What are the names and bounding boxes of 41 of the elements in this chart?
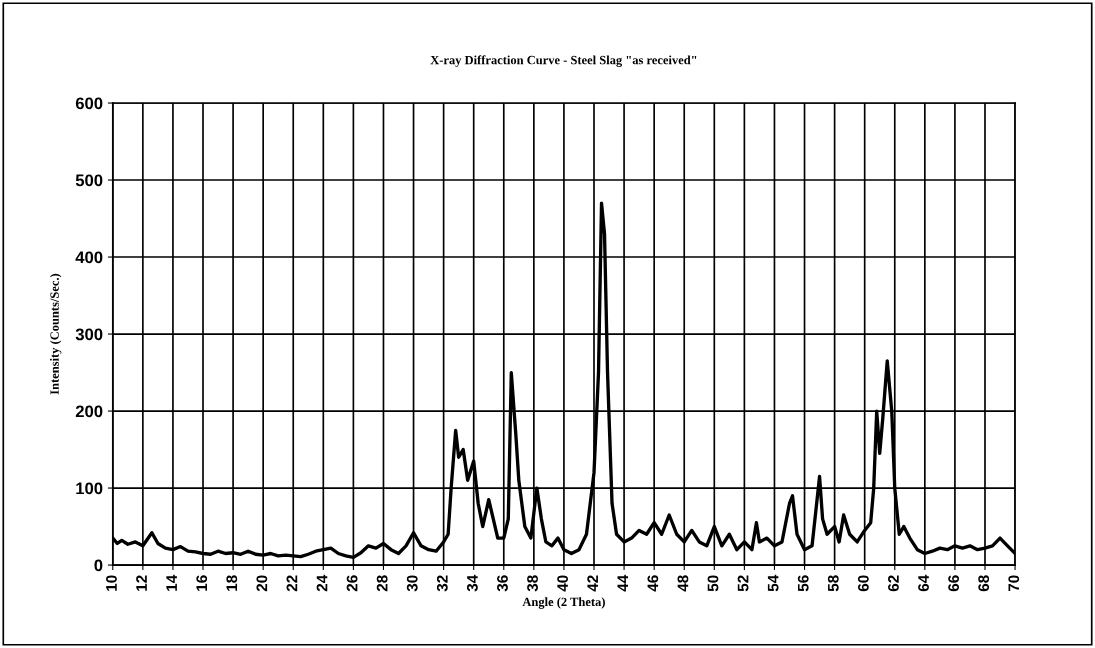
x-tick-label: 42 <box>587 575 598 592</box>
x-tick-label: 52 <box>737 575 749 592</box>
x-tick-label: 16 <box>196 575 208 591</box>
x-tick-label: 68 <box>978 575 990 592</box>
y-tick-label: 600 <box>75 97 103 110</box>
x-tick-label: 56 <box>797 575 809 592</box>
y-tick-label: 200 <box>75 405 103 418</box>
x-tick-label: 20 <box>256 575 268 592</box>
x-tick-label: 54 <box>767 574 779 592</box>
x-tick-label: 70 <box>1008 575 1020 592</box>
x-tick-label: 34 <box>466 574 478 592</box>
x-tick-label: 14 <box>166 574 177 591</box>
x-tick-label: 10 <box>106 575 117 591</box>
x-tick-label: 64 <box>918 574 929 592</box>
x-axis-title: Angle (2 Theta) <box>522 597 605 609</box>
x-tick-label: 22 <box>286 575 298 592</box>
y-tick-label: 500 <box>75 174 103 187</box>
y-tick-label: 400 <box>75 251 103 264</box>
x-tick-label: 50 <box>707 575 719 592</box>
chart-title: X-ray Diffraction Curve - Steel Slag "as received" <box>430 55 697 67</box>
y-axis-title: Intensity (Counts/Sec.) <box>50 273 62 395</box>
x-tick-label: 40 <box>557 575 569 592</box>
x-tick-label: 28 <box>376 575 388 592</box>
y-tick-label: 0 <box>94 559 103 572</box>
x-tick-label: 48 <box>677 575 689 592</box>
x-tick-label: 62 <box>888 575 899 592</box>
y-tick-label: 100 <box>76 482 103 495</box>
x-tick-label: 24 <box>316 574 328 592</box>
x-tick-label: 38 <box>527 575 538 592</box>
x-tick-label: 32 <box>436 575 448 592</box>
y-tick-label: 300 <box>75 328 103 341</box>
x-tick-label: 58 <box>827 575 839 592</box>
x-tick-label: 26 <box>346 575 358 592</box>
x-tick-label: 12 <box>136 575 147 591</box>
x-tick-label: 18 <box>226 575 238 591</box>
x-tick-label: 60 <box>857 575 869 592</box>
x-tick-label: 44 <box>617 574 629 592</box>
x-tick-label: 66 <box>948 575 960 592</box>
x-tick-label: 30 <box>406 575 418 592</box>
x-tick-label: 46 <box>647 575 659 592</box>
x-tick-label: 36 <box>497 575 508 592</box>
